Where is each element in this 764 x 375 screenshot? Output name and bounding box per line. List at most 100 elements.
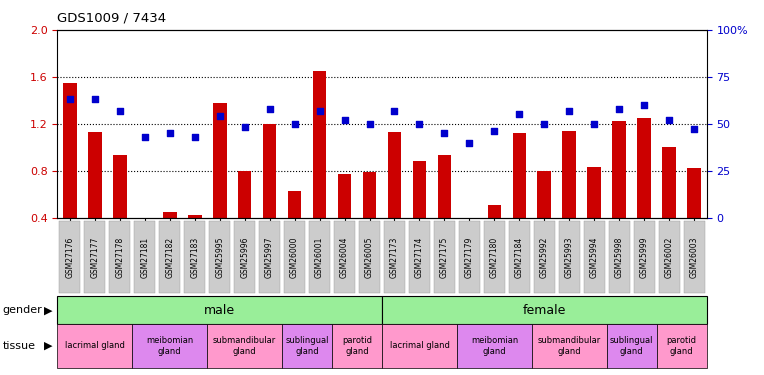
- Bar: [57, 324, 132, 368]
- Text: GSM27181: GSM27181: [141, 237, 149, 278]
- Text: GSM27183: GSM27183: [190, 237, 199, 278]
- Point: [388, 108, 400, 114]
- Bar: [238, 171, 251, 217]
- FancyBboxPatch shape: [84, 221, 105, 292]
- FancyBboxPatch shape: [184, 221, 206, 292]
- Text: GSM27178: GSM27178: [115, 237, 125, 278]
- Point: [238, 124, 251, 130]
- Bar: [607, 324, 657, 368]
- Text: submandibular
gland: submandibular gland: [538, 336, 601, 356]
- Point: [539, 121, 551, 127]
- Point: [513, 111, 526, 117]
- Bar: [538, 171, 551, 217]
- Text: GSM27174: GSM27174: [415, 237, 424, 278]
- Text: GSM26005: GSM26005: [365, 237, 374, 278]
- FancyBboxPatch shape: [209, 221, 230, 292]
- Bar: [382, 296, 707, 324]
- FancyBboxPatch shape: [359, 221, 380, 292]
- Text: GSM27180: GSM27180: [490, 237, 499, 278]
- Bar: [338, 174, 351, 217]
- Bar: [562, 131, 576, 218]
- Bar: [438, 155, 452, 218]
- Point: [289, 121, 301, 127]
- Bar: [288, 190, 302, 217]
- FancyBboxPatch shape: [284, 221, 305, 292]
- Point: [613, 106, 626, 112]
- Bar: [363, 172, 377, 217]
- Bar: [513, 133, 526, 218]
- FancyBboxPatch shape: [234, 221, 255, 292]
- FancyBboxPatch shape: [558, 221, 580, 292]
- Bar: [312, 71, 326, 217]
- Bar: [413, 161, 426, 218]
- Text: GSM27176: GSM27176: [65, 237, 74, 278]
- Text: GSM27175: GSM27175: [440, 237, 449, 278]
- Point: [488, 128, 500, 134]
- Text: ▶: ▶: [44, 341, 52, 351]
- Text: parotid
gland: parotid gland: [667, 336, 697, 356]
- Point: [114, 108, 126, 114]
- Text: meibomian
gland: meibomian gland: [146, 336, 193, 356]
- Point: [364, 121, 376, 127]
- Bar: [487, 205, 501, 218]
- Text: lacrimal gland: lacrimal gland: [390, 341, 449, 350]
- Point: [688, 126, 701, 132]
- Text: tissue: tissue: [2, 341, 35, 351]
- Text: lacrimal gland: lacrimal gland: [65, 341, 125, 350]
- Bar: [532, 324, 607, 368]
- Text: GSM26000: GSM26000: [290, 237, 299, 278]
- Text: GSM26002: GSM26002: [665, 237, 674, 278]
- Bar: [332, 324, 382, 368]
- FancyBboxPatch shape: [459, 221, 480, 292]
- Text: GSM27182: GSM27182: [165, 237, 174, 278]
- Text: sublingual
gland: sublingual gland: [285, 336, 329, 356]
- FancyBboxPatch shape: [309, 221, 330, 292]
- Text: GSM25998: GSM25998: [615, 237, 623, 278]
- Point: [338, 117, 351, 123]
- Text: GSM25992: GSM25992: [540, 237, 549, 278]
- Text: parotid
gland: parotid gland: [342, 336, 372, 356]
- FancyBboxPatch shape: [584, 221, 605, 292]
- FancyBboxPatch shape: [134, 221, 155, 292]
- Text: GSM27179: GSM27179: [465, 237, 474, 278]
- Text: GSM27177: GSM27177: [90, 237, 99, 278]
- Bar: [657, 324, 707, 368]
- Bar: [662, 147, 676, 218]
- Bar: [263, 124, 277, 218]
- Point: [264, 106, 276, 112]
- Bar: [613, 122, 626, 218]
- FancyBboxPatch shape: [384, 221, 405, 292]
- FancyBboxPatch shape: [609, 221, 630, 292]
- Text: GSM26004: GSM26004: [340, 237, 349, 278]
- Point: [663, 117, 675, 123]
- FancyBboxPatch shape: [159, 221, 180, 292]
- Text: male: male: [204, 304, 235, 317]
- Point: [189, 134, 201, 140]
- Bar: [188, 215, 202, 217]
- Text: sublingual
gland: sublingual gland: [610, 336, 653, 356]
- Bar: [588, 167, 601, 217]
- FancyBboxPatch shape: [509, 221, 530, 292]
- Point: [89, 96, 101, 102]
- Text: ■: ■: [63, 374, 79, 375]
- Bar: [132, 324, 207, 368]
- FancyBboxPatch shape: [334, 221, 355, 292]
- Text: GSM26001: GSM26001: [315, 237, 324, 278]
- Text: gender: gender: [2, 305, 42, 315]
- Text: GSM25995: GSM25995: [215, 237, 224, 278]
- Point: [138, 134, 151, 140]
- FancyBboxPatch shape: [59, 221, 80, 292]
- Text: GSM25994: GSM25994: [590, 237, 599, 278]
- Point: [439, 130, 451, 136]
- FancyBboxPatch shape: [409, 221, 430, 292]
- Text: GSM25999: GSM25999: [639, 237, 649, 278]
- Bar: [282, 324, 332, 368]
- Point: [313, 108, 325, 114]
- FancyBboxPatch shape: [633, 221, 655, 292]
- Point: [563, 108, 575, 114]
- Text: GSM26003: GSM26003: [690, 237, 699, 278]
- Text: submandibular
gland: submandibular gland: [213, 336, 277, 356]
- Text: ▶: ▶: [44, 305, 52, 315]
- Point: [588, 121, 601, 127]
- FancyBboxPatch shape: [434, 221, 455, 292]
